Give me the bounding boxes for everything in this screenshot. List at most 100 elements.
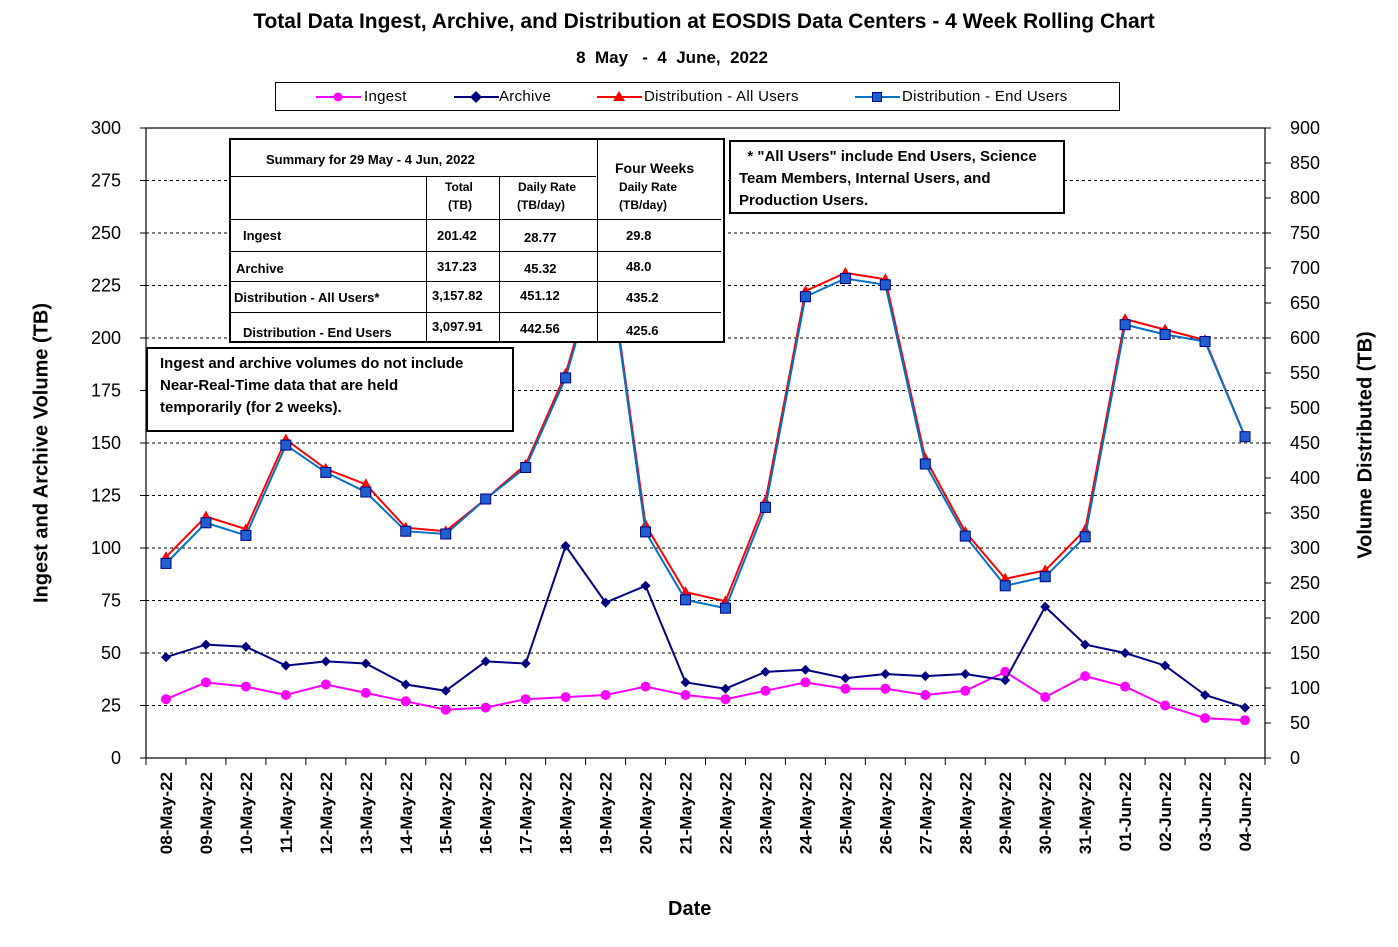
- data-point: [1000, 675, 1011, 686]
- x-tick-label: 31-May-22: [1076, 772, 1095, 854]
- x-tick-label: 21-May-22: [677, 772, 696, 854]
- x-tick-label: 23-May-22: [756, 772, 775, 854]
- data-point: [880, 669, 891, 679]
- data-point: [959, 530, 971, 542]
- series-line-archive: [165, 543, 1246, 709]
- data-point: [1039, 571, 1051, 583]
- data-point: [999, 580, 1011, 592]
- data-point: [960, 669, 971, 679]
- summary-row-label: Distribution - All Users*: [234, 290, 380, 305]
- data-point: [919, 458, 931, 470]
- data-point: [1040, 601, 1051, 612]
- y-right-tick-label: 0: [1290, 748, 1300, 768]
- note-all-users: * "All Users" include End Users, Science…: [729, 140, 1065, 214]
- series-line-distribution-end-users: [165, 239, 1246, 610]
- data-point: [920, 690, 931, 700]
- data-point: [480, 493, 492, 505]
- summary-title: Summary for 29 May - 4 Jun, 2022: [266, 152, 475, 167]
- data-point: [200, 517, 212, 529]
- data-point: [360, 687, 371, 698]
- data-point: [280, 690, 291, 700]
- data-point: [240, 529, 252, 541]
- data-point: [1239, 431, 1251, 443]
- data-point: [680, 677, 691, 688]
- x-tick-label: 11-May-22: [277, 772, 296, 853]
- series-line-distribution-all-users: [165, 236, 1246, 603]
- data-point: [520, 658, 531, 669]
- data-point: [1240, 702, 1251, 713]
- data-point: [760, 666, 771, 677]
- note-line: temporarily (for 2 weeks).: [160, 399, 342, 416]
- legend-dist-end-swatch: [855, 92, 900, 102]
- x-tick-label: 10-May-22: [237, 772, 256, 854]
- summary-row-four: 425.6: [626, 323, 659, 338]
- summary-row-four: 48.0: [626, 259, 652, 274]
- data-point: [1240, 715, 1251, 726]
- data-point: [320, 656, 331, 667]
- data-point: [640, 580, 651, 591]
- data-point: [560, 692, 571, 703]
- legend-archive-swatch: [454, 91, 499, 103]
- summary-row-total: 3,097.91: [432, 319, 483, 334]
- summary-col-daily-unit: (TB/day): [517, 198, 565, 212]
- x-tick-label: 22-May-22: [716, 772, 735, 854]
- y-left-tick-label: 125: [91, 486, 121, 506]
- data-point: [200, 639, 211, 650]
- summary-row-label: Distribution - End Users: [243, 325, 392, 340]
- data-point: [240, 681, 251, 692]
- data-point: [440, 704, 451, 715]
- data-point: [400, 696, 411, 707]
- x-tick-label: 19-May-22: [597, 772, 616, 854]
- summary-row-label: Ingest: [243, 228, 282, 243]
- y-left-tick-label: 100: [91, 538, 121, 558]
- note-nrt-disclaimer: Ingest and archive volumes do not includ…: [146, 347, 514, 432]
- data-point: [1079, 531, 1091, 543]
- x-tick-label: 27-May-22: [916, 772, 935, 854]
- y-left-tick-label: 150: [91, 433, 121, 453]
- data-point: [320, 679, 331, 690]
- y-right-tick-label: 400: [1290, 468, 1320, 488]
- data-point: [400, 679, 411, 690]
- note-line: Ingest and archive volumes do not includ…: [160, 355, 464, 372]
- summary-row-total: 201.42: [437, 228, 477, 243]
- summary-col-four-unit: (TB/day): [619, 198, 667, 212]
- data-point: [1080, 671, 1091, 682]
- y-right-tick-label: 150: [1290, 643, 1320, 663]
- data-point: [600, 597, 611, 608]
- data-point: [560, 372, 572, 384]
- x-tick-label: 30-May-22: [1036, 772, 1055, 854]
- summary-table: Summary for 29 May - 4 Jun, 2022 Four We…: [229, 138, 725, 343]
- legend-ingest-swatch: [316, 92, 361, 102]
- note-line: * "All Users" include End Users, Science: [739, 148, 1037, 165]
- y-right-tick-label: 700: [1290, 258, 1320, 278]
- data-point: [680, 690, 691, 700]
- x-tick-label: 14-May-22: [397, 772, 416, 854]
- data-point: [1119, 319, 1131, 331]
- y-right-tick-label: 300: [1290, 538, 1320, 558]
- y-left-tick-label: 275: [91, 171, 121, 191]
- y-right-tick-label: 50: [1290, 713, 1310, 733]
- note-line: Production Users.: [739, 192, 869, 209]
- data-point: [799, 291, 811, 303]
- chart-subtitle: 8 May - 4 June, 2022: [576, 48, 768, 67]
- y-left-tick-label: 250: [91, 223, 121, 243]
- data-point: [160, 652, 171, 663]
- y-left-tick-label: 225: [91, 276, 121, 296]
- data-point: [360, 486, 372, 498]
- x-tick-label: 26-May-22: [876, 772, 895, 854]
- chart-title: Total Data Ingest, Archive, and Distribu…: [253, 10, 1155, 33]
- summary-col-four: Daily Rate: [619, 180, 678, 194]
- summary-row-total: 317.23: [437, 259, 477, 274]
- data-point: [1080, 639, 1091, 650]
- y-left-tick-label: 25: [101, 696, 121, 716]
- data-point: [440, 528, 452, 540]
- data-point: [520, 694, 531, 705]
- data-point: [1200, 690, 1211, 700]
- data-point: [200, 677, 211, 688]
- data-point: [480, 656, 491, 667]
- y-right-tick-label: 850: [1290, 153, 1320, 173]
- y-right-tick-label: 450: [1290, 433, 1320, 453]
- legend-dist-end-label: Distribution - End Users: [902, 88, 1068, 105]
- data-point: [760, 685, 771, 696]
- summary-col-total-unit: (TB): [448, 198, 472, 212]
